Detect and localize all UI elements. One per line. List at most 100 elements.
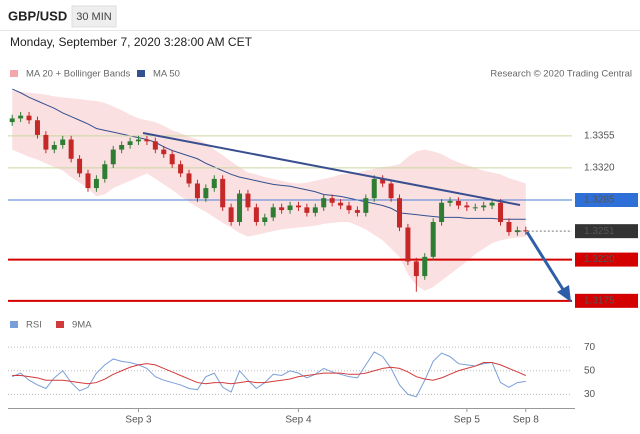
indicator-line — [12, 362, 526, 385]
legend-label: MA 20 + Bollinger Bands — [26, 69, 131, 80]
level-label: 1.3285 — [584, 195, 615, 206]
legend-swatch — [56, 321, 64, 328]
candle-body — [194, 183, 200, 199]
legend-swatch — [10, 321, 18, 328]
candle-body — [321, 198, 327, 208]
candle-body — [270, 207, 276, 218]
candle-body — [481, 205, 487, 208]
candle-body — [119, 145, 125, 150]
candle-body — [237, 193, 243, 222]
candle-body — [93, 178, 99, 189]
candle-body — [489, 202, 495, 206]
legend-label: RSI — [26, 320, 42, 331]
trend-line — [142, 132, 521, 206]
legend-swatch — [10, 70, 18, 77]
forecast-arrow-head — [557, 285, 571, 302]
candle-body — [329, 198, 335, 203]
candle-body — [506, 222, 512, 233]
level-label-box — [575, 252, 638, 267]
candle-body — [228, 207, 234, 222]
candle-body — [413, 261, 419, 277]
level-label: 1.3355 — [584, 130, 615, 141]
legend-swatch — [137, 70, 145, 77]
candle-body — [211, 178, 217, 189]
candle-body — [18, 115, 24, 119]
candle-body — [430, 222, 436, 257]
instrument: GBP/USD — [8, 8, 67, 23]
candle-body — [102, 164, 108, 179]
candle-body — [60, 139, 66, 145]
candle-body — [77, 158, 83, 174]
candle-body — [354, 210, 360, 213]
forecast-arrow — [525, 231, 566, 292]
candle-body — [371, 178, 377, 199]
candle-body — [380, 178, 386, 184]
candle-body — [464, 205, 470, 208]
candle-body — [245, 193, 251, 208]
x-tick-label: Sep 4 — [285, 415, 312, 426]
candle-body — [439, 202, 445, 222]
candle-body — [161, 149, 167, 155]
candle-body — [287, 205, 293, 211]
price-panel: MA 20 + Bollinger Bands MA 50 1.3355 1.3320… — [8, 69, 638, 308]
candle-body — [127, 141, 133, 145]
level-label: 1.3175 — [584, 295, 615, 306]
candle-body — [9, 118, 15, 123]
candle-body — [405, 227, 411, 262]
x-tick-label: Sep 5 — [454, 415, 481, 426]
candle-body — [152, 141, 158, 150]
y-tick-label: 70 — [584, 342, 596, 353]
candle-body — [68, 139, 74, 159]
x-tick-label: Sep 3 — [125, 415, 152, 426]
level-label: 1.3220 — [584, 254, 615, 265]
candle-body — [169, 154, 175, 165]
candle-body — [253, 207, 259, 222]
candle-body — [523, 230, 529, 232]
candle-body — [295, 205, 301, 208]
candle-body — [338, 202, 344, 206]
y-tick-label: 30 — [584, 389, 596, 400]
candle-body — [346, 205, 352, 211]
candle-body — [136, 139, 141, 142]
candle-body — [203, 188, 209, 199]
candle-body — [279, 207, 285, 211]
candle-body — [422, 256, 428, 277]
y-tick-label: 50 — [584, 365, 596, 376]
credit: Research © 2020 Trading Central — [490, 69, 632, 80]
candle-body — [514, 230, 520, 233]
candle-body — [144, 139, 150, 142]
candle-body — [178, 164, 184, 174]
candle-body — [447, 200, 453, 203]
candle-body — [85, 173, 91, 189]
candle-body — [304, 207, 310, 213]
timestamp: Monday, September 7, 2020 3:28:00 AM CET — [10, 35, 253, 49]
candle-body — [51, 145, 57, 150]
candle-body — [312, 207, 318, 213]
level-label: 1.3320 — [584, 163, 615, 174]
candle-body — [34, 120, 40, 135]
candle-body — [388, 183, 394, 199]
candle-body — [455, 200, 461, 206]
candle-body — [186, 173, 192, 184]
candle-body — [26, 115, 32, 121]
indicator-line — [12, 351, 526, 398]
level-label-box — [575, 224, 638, 239]
legend-label: MA 50 — [153, 69, 180, 80]
candle-body — [110, 149, 116, 165]
rsi-panel: 30 50 70 RSI 9MA — [8, 320, 596, 400]
candle-body — [397, 198, 402, 228]
interval[interactable]: 30 MIN — [76, 11, 112, 23]
legend-label: 9MA — [72, 320, 92, 331]
candle-body — [363, 198, 369, 213]
candle-body — [220, 178, 226, 208]
candle-body — [498, 202, 504, 222]
interval-box[interactable] — [71, 5, 117, 28]
candle-body — [43, 134, 49, 150]
candle-body — [262, 217, 268, 222]
candle-body — [472, 207, 478, 209]
x-tick-label: Sep 8 — [513, 415, 540, 426]
level-label-box — [575, 193, 638, 207]
level-label-box — [575, 293, 638, 308]
